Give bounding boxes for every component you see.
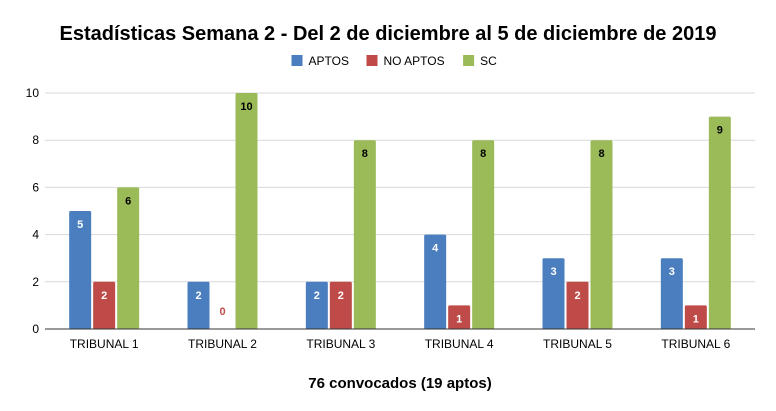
data-label: 5	[77, 219, 83, 231]
bar-aptos-5	[542, 258, 565, 329]
data-label: 3	[669, 266, 675, 278]
x-tick-label: TRIBUNAL 6	[661, 337, 730, 351]
bar-sc-1	[117, 187, 140, 329]
bar-no-aptos-6	[684, 305, 707, 329]
data-labels: 5 2 6 2 0 10 2 2 8 4 1 8 3 2 8 3 1 9	[77, 101, 723, 325]
x-axis-label: 76 convocados (19 aptos)	[308, 375, 491, 392]
legend-label: SC	[480, 54, 497, 68]
y-tick-label: 2	[32, 275, 39, 289]
data-label: 6	[125, 195, 131, 207]
legend-label: NO APTOS	[384, 54, 445, 68]
legend: APTOS NO APTOS SC	[291, 54, 497, 68]
bar-aptos-2	[187, 281, 210, 329]
legend-label: APTOS	[309, 54, 349, 68]
data-label: 8	[598, 148, 604, 160]
bar-no-aptos-1	[93, 281, 116, 329]
data-label: 8	[362, 148, 368, 160]
chart-title: Estadísticas Semana 2 - Del 2 de diciemb…	[60, 23, 717, 45]
x-tick-label: TRIBUNAL 3	[306, 337, 375, 351]
data-label: 1	[693, 313, 699, 325]
bar-aptos-6	[660, 258, 683, 329]
data-label: 2	[195, 290, 201, 302]
gridlines	[45, 92, 755, 283]
y-tick-label: 8	[32, 133, 39, 147]
data-label: 9	[717, 125, 723, 137]
bar-aptos-4	[424, 234, 447, 329]
data-label: 3	[550, 266, 556, 278]
bar-aptos-1	[69, 211, 92, 329]
y-tick-label: 0	[32, 322, 39, 336]
legend-swatch	[291, 55, 303, 66]
y-tick-label: 4	[32, 228, 39, 242]
bar-sc-6	[708, 116, 731, 329]
bar-sc-3	[353, 140, 376, 329]
x-tick-label: TRIBUNAL 5	[543, 337, 612, 351]
bar-no-aptos-3	[329, 281, 352, 329]
data-label: 2	[101, 290, 107, 302]
x-tick-label: TRIBUNAL 4	[425, 337, 494, 351]
bar-no-aptos-4	[448, 305, 471, 329]
bar-sc-5	[590, 140, 613, 329]
x-axis-ticks: TRIBUNAL 1 TRIBUNAL 2 TRIBUNAL 3 TRIBUNAL 4…	[70, 337, 731, 351]
y-axis-ticks: 0 2 4 6 8 10	[26, 86, 40, 336]
bar-no-aptos-5	[566, 281, 589, 329]
legend-swatch	[366, 55, 378, 66]
data-label: 8	[480, 148, 486, 160]
bar-sc-4	[472, 140, 495, 329]
bar-aptos-3	[305, 281, 328, 329]
bars	[69, 93, 731, 329]
legend-swatch	[463, 55, 475, 66]
y-tick-label: 6	[32, 180, 39, 194]
data-label: 1	[456, 313, 462, 325]
y-tick-label: 10	[26, 86, 40, 100]
data-label: 4	[432, 243, 439, 255]
data-label: 2	[338, 290, 344, 302]
x-tick-label: TRIBUNAL 1	[70, 337, 139, 351]
data-label: 2	[314, 290, 320, 302]
data-label: 10	[240, 101, 252, 113]
data-label: 0	[219, 306, 225, 318]
data-label: 2	[574, 290, 580, 302]
x-tick-label: TRIBUNAL 2	[188, 337, 257, 351]
bar-sc-2	[235, 93, 258, 329]
